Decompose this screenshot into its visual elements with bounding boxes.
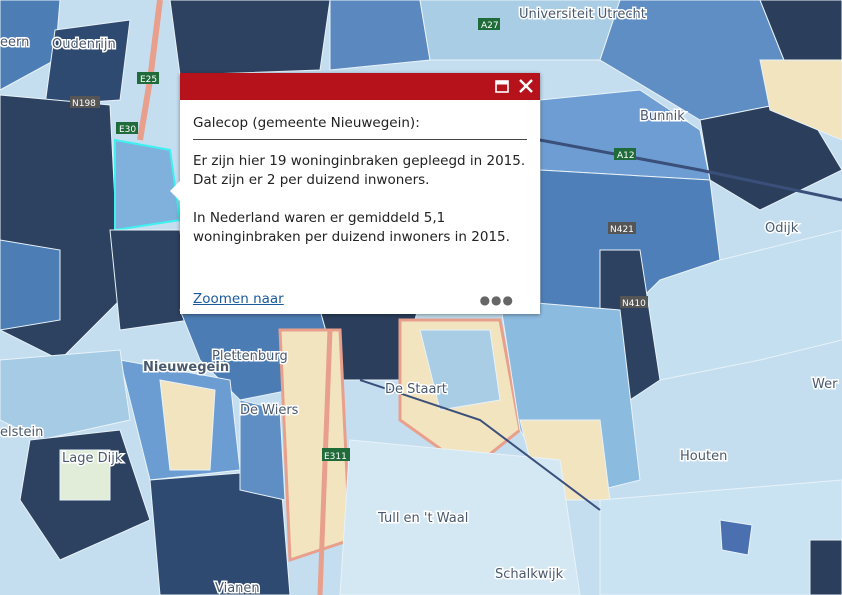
place-label: Odijk [765, 221, 799, 236]
close-button[interactable] [519, 79, 533, 93]
road-label: E25 [140, 75, 157, 85]
place-label: De Staart [385, 382, 447, 397]
labels: eern Oudenrijn Universiteit Utrecht Bunn… [0, 6, 840, 595]
popup-title: Galecop (gemeente Nieuwegein): [193, 114, 527, 140]
road-label: N410 [622, 299, 646, 309]
place-label: elstein [0, 425, 43, 440]
popup-body: Galecop (gemeente Nieuwegein): Er zijn h… [180, 100, 540, 280]
place-label: Nieuwegein [143, 360, 229, 375]
place-label: Universiteit Utrecht [519, 7, 646, 22]
road-shields: A27 E25 N198 E30 A12 N421 N410 E311 [70, 18, 648, 462]
place-label: eern [0, 35, 29, 50]
road-label: A27 [481, 21, 499, 31]
place-label: Bunnik [640, 109, 685, 124]
place-label: Oudenrijn [52, 37, 116, 52]
road-label: E30 [119, 125, 136, 135]
place-label: Vianen [215, 581, 260, 595]
popup-pointer [170, 181, 180, 201]
popup-buttons [495, 79, 533, 93]
popup-text: Er zijn hier 19 woninginbraken gepleegd … [193, 153, 526, 188]
place-label: Schalkwijk [495, 567, 564, 582]
popup-text: In Nederland waren er gemiddeld 5,1 woni… [193, 210, 510, 245]
road-label: N421 [610, 225, 634, 235]
popup-header [180, 73, 540, 100]
place-label: Plettenburg [212, 349, 288, 364]
zoom-link[interactable]: Zoomen naar [193, 291, 284, 307]
road-label: E311 [324, 452, 347, 462]
road-label: N198 [72, 99, 96, 109]
place-label: Lage Dijk [62, 451, 123, 466]
place-label: De Wiers [240, 403, 299, 418]
place-label: Tull en 't Waal [377, 511, 468, 526]
road-label: A12 [617, 151, 635, 161]
maximize-button[interactable] [495, 80, 509, 93]
more-menu[interactable]: ●●● [479, 293, 514, 307]
place-label: Houten [680, 449, 727, 464]
info-popup: Galecop (gemeente Nieuwegein): Er zijn h… [170, 73, 540, 314]
place-label: Wer [812, 377, 838, 392]
highways [137, 0, 842, 595]
